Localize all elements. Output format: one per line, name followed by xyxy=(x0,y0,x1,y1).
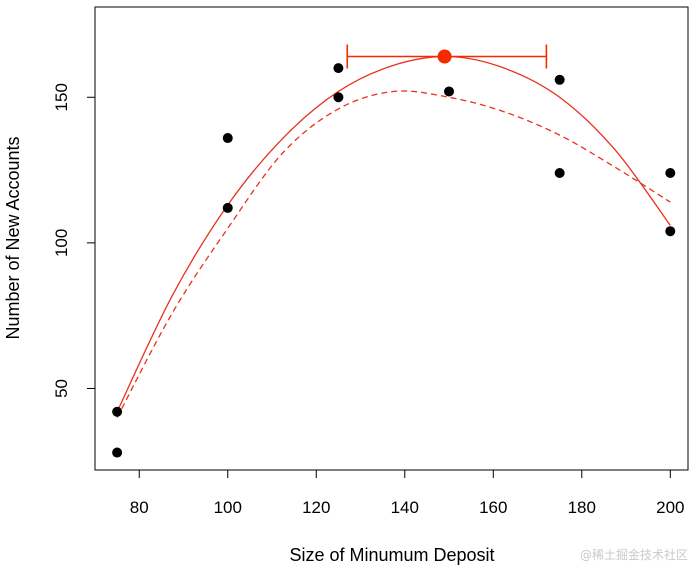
data-point xyxy=(665,167,676,178)
data-point xyxy=(222,133,233,144)
x-tick-label: 180 xyxy=(568,498,596,517)
x-tick-label: 140 xyxy=(391,498,419,517)
dashed-fit-curve xyxy=(116,90,671,418)
y-tick-label: 50 xyxy=(52,379,71,398)
x-tick-label: 80 xyxy=(130,498,149,517)
data-point xyxy=(665,226,676,237)
data-point xyxy=(554,167,565,178)
data-point xyxy=(554,74,565,85)
y-tick-label: 100 xyxy=(52,229,71,257)
data-points xyxy=(112,63,676,458)
data-point xyxy=(444,86,455,97)
data-point xyxy=(112,406,123,417)
optimum-point xyxy=(437,49,452,64)
fit-curves xyxy=(116,55,671,418)
plot-frame xyxy=(94,6,689,471)
x-axis-title: Size of Minumum Deposit xyxy=(289,545,494,565)
x-tick-label: 160 xyxy=(479,498,507,517)
optimum-marker-group xyxy=(346,44,548,69)
x-tick-label: 100 xyxy=(214,498,242,517)
y-axis-title: Number of New Accounts xyxy=(3,136,23,339)
y-tick-label: 150 xyxy=(52,83,71,111)
x-tick-label: 200 xyxy=(656,498,684,517)
solid-fit-curve xyxy=(116,55,671,413)
x-tick-label: 120 xyxy=(302,498,330,517)
x-axis: 80 100 120 140 160 180 200 xyxy=(130,470,684,517)
y-axis: 50 100 150 xyxy=(52,83,95,398)
data-point xyxy=(333,63,344,74)
watermark: @稀土掘金技术社区 xyxy=(579,548,688,562)
data-point xyxy=(112,447,123,458)
data-point xyxy=(222,202,233,213)
data-point xyxy=(333,92,344,103)
